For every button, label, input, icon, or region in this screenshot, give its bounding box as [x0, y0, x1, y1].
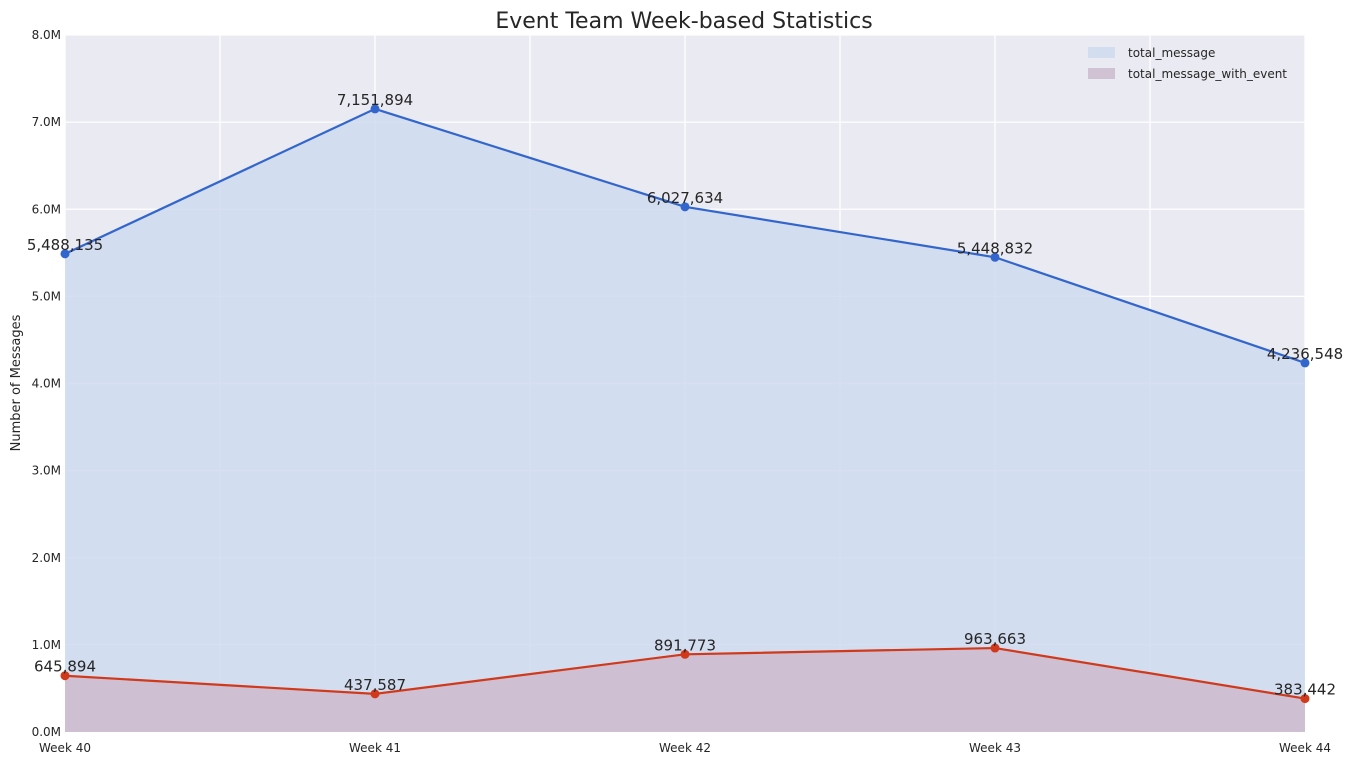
y-tick-label-1: 1.0M	[32, 638, 61, 652]
legend-swatch-total-message	[1088, 47, 1115, 58]
x-tick-label-1: Week 41	[349, 741, 401, 755]
data-label-total-message-3: 5,448,832	[957, 239, 1033, 257]
x-tick-label-3: Week 43	[969, 741, 1021, 755]
legend-swatch-total-message-with-event	[1088, 68, 1115, 79]
area-total-message-with-event	[65, 648, 1305, 732]
point-total-message-with-event-1	[370, 689, 380, 699]
point-total-message-with-event-2	[680, 649, 690, 659]
legend: total_message total_message_with_event	[1088, 46, 1287, 81]
legend-label-total-message: total_message	[1128, 46, 1215, 60]
y-tick-label-5: 5.0M	[32, 289, 61, 303]
data-label-total-message-with-event-4: 383,442	[1274, 681, 1336, 699]
point-total-message-0	[60, 249, 70, 259]
point-total-message-2	[680, 202, 690, 212]
point-total-message-3	[990, 252, 1000, 262]
y-axis-title: Number of Messages	[9, 314, 24, 451]
point-total-message-with-event-0	[60, 671, 70, 681]
y-tick-label-6: 6.0M	[32, 202, 61, 216]
x-tick-label-0: Week 40	[39, 741, 91, 755]
y-tick-labels: 0.0M 1.0M 2.0M 3.0M 4.0M 5.0M 6.0M 7.0M 8.0M	[32, 28, 61, 739]
y-tick-label-4: 4.0M	[32, 377, 61, 391]
data-label-total-message-4: 4,236,548	[1267, 345, 1343, 363]
data-label-layer: 5,488,135 7,151,894 6,027,634 5,448,832 4,23…	[27, 91, 1343, 699]
area-total-message	[65, 108, 1305, 732]
data-label-total-message-2: 6,027,634	[647, 189, 723, 207]
point-total-message-with-event-4	[1300, 694, 1310, 704]
data-label-total-message-with-event-3: 963,663	[964, 630, 1026, 648]
legend-label-total-message-with-event: total_message_with_event	[1128, 67, 1287, 81]
y-tick-label-0: 0.0M	[32, 725, 61, 739]
point-total-message-1	[370, 104, 380, 114]
chart-title: Event Team Week-based Statistics	[495, 9, 872, 34]
point-total-message-with-event-3	[990, 643, 1000, 653]
x-tick-labels: Week 40 Week 41 Week 42 Week 43 Week 44	[39, 741, 1331, 755]
area-layer	[65, 108, 1305, 732]
data-label-total-message-1: 7,151,894	[337, 91, 413, 109]
y-tick-label-8: 8.0M	[32, 28, 61, 42]
data-label-total-message-with-event-2: 891,773	[654, 636, 716, 654]
x-tick-label-4: Week 44	[1279, 741, 1331, 755]
data-label-total-message-with-event-0: 645,894	[34, 658, 96, 676]
x-tick-label-2: Week 42	[659, 741, 711, 755]
y-tick-label-7: 7.0M	[32, 115, 61, 129]
point-layer	[60, 104, 1310, 704]
data-label-total-message-with-event-1: 437,587	[344, 676, 406, 694]
y-tick-label-2: 2.0M	[32, 551, 61, 565]
point-total-message-4	[1300, 358, 1310, 368]
y-tick-label-3: 3.0M	[32, 464, 61, 478]
data-label-total-message-0: 5,488,135	[27, 236, 103, 254]
